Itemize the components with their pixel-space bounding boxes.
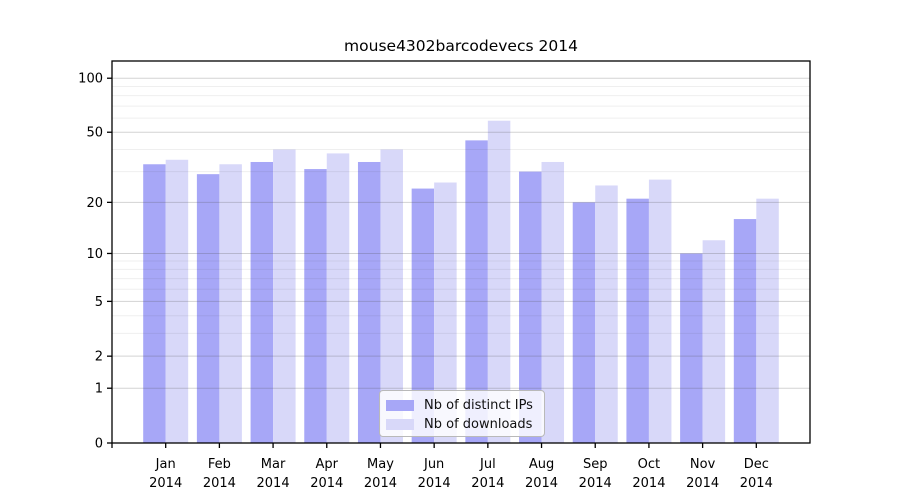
- legend-label-downloads: Nb of downloads: [424, 417, 533, 432]
- legend-swatch-downloads: [386, 419, 414, 430]
- legend-item-downloads: Nb of downloads: [386, 415, 544, 434]
- x-tick-label-month: Apr: [316, 457, 339, 472]
- y-tick-label: 20: [86, 196, 103, 211]
- bar-downloads-feb: [219, 164, 242, 443]
- x-tick-label-year: 2014: [686, 476, 719, 491]
- x-tick-label-year: 2014: [149, 476, 182, 491]
- bar-distinct-ips-dec: [733, 219, 757, 443]
- y-tick-label: 0: [95, 437, 103, 452]
- bar-distinct-ips-jun: [411, 188, 435, 443]
- plot-frame: [111, 60, 811, 444]
- chart-title: mouse4302barcodevecs 2014: [344, 37, 578, 55]
- x-tick-label-year: 2014: [418, 476, 451, 491]
- x-tick-label-month: Oct: [638, 457, 660, 472]
- x-tick-label-year: 2014: [632, 476, 665, 491]
- x-tick-label-year: 2014: [579, 476, 612, 491]
- bar-distinct-ips-oct: [626, 198, 649, 443]
- bar-distinct-ips-mar: [250, 161, 274, 443]
- x-tick-label-month: Aug: [529, 457, 554, 472]
- bar-downloads-sep: [595, 185, 618, 443]
- x-tick-label-month: Nov: [690, 457, 716, 472]
- bar-downloads-dec: [756, 198, 779, 443]
- x-tick-label-year: 2014: [471, 476, 504, 491]
- x-tick-label-year: 2014: [364, 476, 397, 491]
- y-tick-label: 5: [95, 295, 103, 310]
- legend-item-distinct-ips: Nb of distinct IPs: [386, 396, 544, 415]
- bar-downloads-mar: [273, 149, 296, 444]
- bar-distinct-ips-feb: [196, 174, 220, 443]
- x-tick-label-month: Jul: [479, 457, 496, 472]
- bar-distinct-ips-jan: [143, 164, 166, 443]
- x-tick-label-year: 2014: [740, 476, 773, 491]
- x-tick-label-year: 2014: [203, 476, 236, 491]
- y-tick-label: 2: [95, 350, 103, 365]
- bar-downloads-jun: [434, 182, 457, 443]
- x-tick-label-month: Mar: [261, 457, 286, 472]
- bar-distinct-ips-jul: [465, 140, 488, 444]
- y-tick-label: 50: [86, 126, 103, 141]
- bar-downloads-jan: [165, 159, 189, 444]
- y-tick-label: 100: [78, 72, 103, 87]
- bar-distinct-ips-nov: [680, 253, 703, 443]
- bar-distinct-ips-aug: [519, 171, 542, 443]
- legend-swatch-distinct-ips: [386, 400, 414, 411]
- x-tick-label-year: 2014: [525, 476, 558, 491]
- bar-downloads-aug: [541, 161, 565, 443]
- bar-distinct-ips-apr: [304, 169, 327, 444]
- x-tick-label-year: 2014: [257, 476, 290, 491]
- bar-downloads-apr: [326, 153, 350, 443]
- bar-downloads-jul: [487, 120, 511, 444]
- bar-downloads-may: [380, 149, 403, 444]
- x-tick-label-month: May: [367, 457, 394, 472]
- x-tick-label-month: Feb: [208, 457, 231, 472]
- x-tick-label-month: Dec: [744, 457, 769, 472]
- bar-downloads-nov: [702, 240, 726, 443]
- x-tick-label-month: Sep: [583, 457, 608, 472]
- x-tick-label-month: Jun: [423, 457, 444, 472]
- x-tick-label-month: Jan: [155, 457, 176, 472]
- y-tick-label: 1: [95, 382, 103, 397]
- bar-distinct-ips-sep: [572, 202, 596, 443]
- legend-label-distinct-ips: Nb of distinct IPs: [424, 398, 533, 413]
- x-tick-label-year: 2014: [310, 476, 343, 491]
- bar-distinct-ips-may: [357, 161, 381, 443]
- bar-downloads-oct: [648, 179, 672, 443]
- y-tick-label: 10: [86, 247, 103, 262]
- chart-legend: Nb of distinct IPs Nb of downloads: [379, 390, 545, 437]
